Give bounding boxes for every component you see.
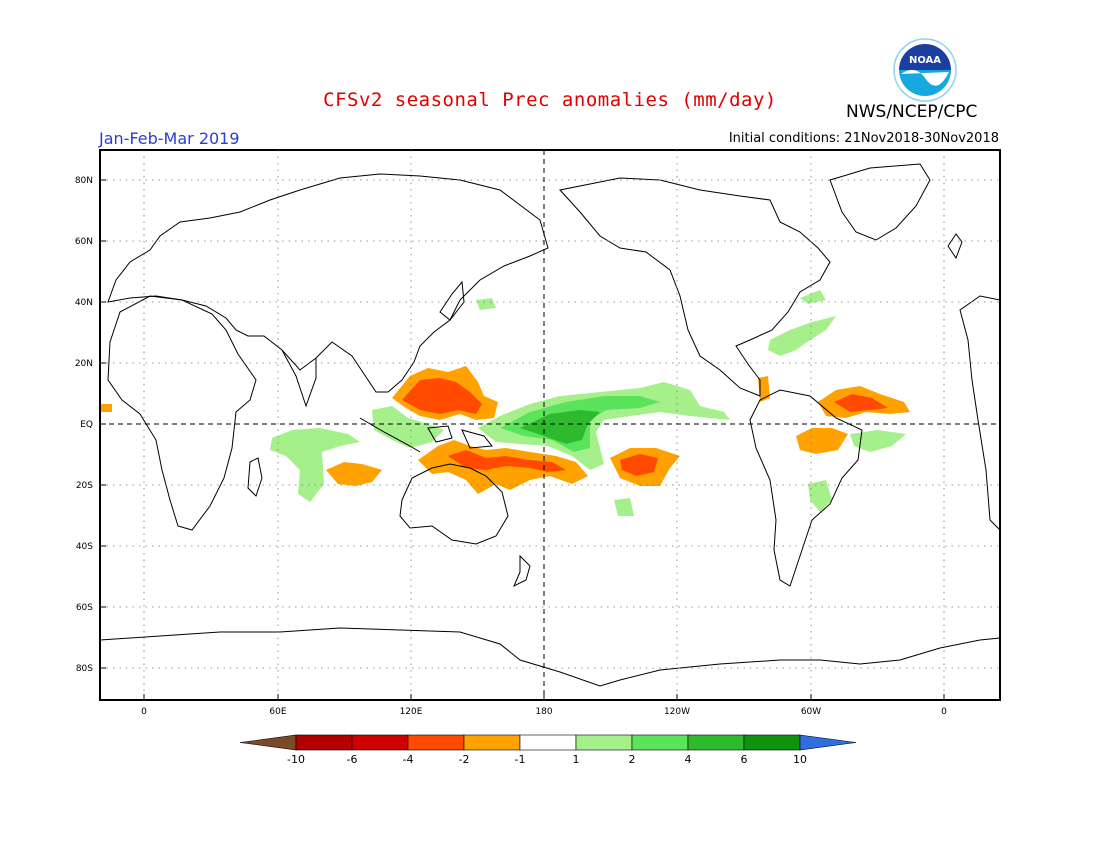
noaa-logo-text: NOAA — [909, 55, 941, 66]
forecast-period: Jan-Feb-Mar 2019 — [99, 129, 240, 148]
coast-new-zealand — [513, 554, 531, 588]
coast-north-america — [559, 177, 831, 397]
coast-south-america — [749, 389, 863, 587]
coast-japan — [439, 280, 465, 321]
anomaly-wet-central-pacific — [478, 382, 730, 470]
anomaly-dry-brazil — [796, 428, 848, 454]
anomaly-dry-philippine-sea-core — [402, 378, 482, 414]
anomaly-wet-atlantic-eq — [850, 430, 906, 452]
lon-label: 60E — [269, 707, 286, 717]
colorbar-cell — [575, 734, 633, 751]
colorbar-cell — [687, 734, 745, 751]
lat-label: 80N — [75, 176, 93, 186]
organization-label: NWS/NCEP/CPC — [846, 102, 978, 122]
coast-eurasia — [107, 173, 549, 393]
lat-label: 80S — [76, 664, 93, 674]
lon-label: 120W — [664, 707, 690, 717]
lon-label: 0 — [141, 707, 147, 717]
anomaly-shading — [100, 290, 910, 516]
initial-conditions: Initial conditions: 21Nov2018-30Nov2018 — [728, 131, 999, 146]
lon-label: 180 — [535, 707, 552, 717]
colorbar-label: -10 — [287, 753, 305, 766]
colorbar-cell — [631, 734, 689, 751]
colorbar-cell — [519, 734, 577, 751]
colorbar-label: -4 — [403, 753, 414, 766]
coast-greenland — [829, 163, 931, 241]
map-frame — [99, 149, 1001, 701]
colorbar-cell — [351, 734, 409, 751]
anomaly-dry-coral-sea-core — [448, 450, 566, 472]
lon-label: 0 — [941, 707, 947, 717]
anomaly-dry-atlantic-core — [834, 394, 888, 412]
coast-madagascar — [247, 457, 263, 497]
coast-india — [281, 349, 317, 408]
anomaly-wet-atlantic-nw — [768, 316, 836, 356]
anomaly-wet-central-pacific-core — [520, 410, 600, 444]
lat-label: 20N — [75, 359, 93, 369]
coast-uk — [947, 233, 963, 260]
lat-label: 60S — [76, 603, 93, 613]
anomaly-dry-colombia — [758, 376, 770, 402]
graticule — [100, 150, 1000, 700]
colorbar-cell — [743, 734, 801, 751]
anomaly-wet-south-america — [808, 480, 832, 512]
lat-label: EQ — [80, 420, 93, 430]
colorbar-label: -1 — [515, 753, 526, 766]
colorbar-cell — [295, 734, 353, 751]
coast-australia — [399, 463, 509, 545]
lat-label: 20S — [76, 481, 93, 491]
colorbar-label: 1 — [573, 753, 580, 766]
anomaly-dry-south-pacific-core — [620, 454, 658, 476]
colorbar-cell — [463, 734, 521, 751]
colorbar-extend-low — [239, 734, 297, 751]
colorbar-label: 2 — [629, 753, 636, 766]
colorbar-label: -6 — [347, 753, 358, 766]
coastlines — [100, 163, 1000, 687]
colorbar-label: 4 — [685, 753, 692, 766]
anomaly-wet-n-pacific — [476, 298, 496, 310]
colorbar: -10 -6 -4 -2 -1 1 2 4 6 10 — [239, 734, 857, 766]
colorbar-extend-high — [799, 734, 857, 751]
anomaly-wet-atlantic-n — [800, 290, 826, 304]
colorbar-cell — [407, 734, 465, 751]
lon-label: 120E — [400, 707, 423, 717]
colorbar-label: 6 — [741, 753, 748, 766]
noaa-logo: NOAA — [893, 38, 957, 102]
colorbar-label: 10 — [793, 753, 807, 766]
anomaly-wet-indian-ocean — [270, 428, 360, 502]
lat-label: 60N — [75, 237, 93, 247]
anomaly-dry-indian-ocean — [326, 462, 382, 486]
coast-africa — [107, 295, 257, 531]
anomaly-wet-south-pacific-sub — [614, 498, 634, 516]
lat-label: 40N — [75, 298, 93, 308]
colorbar-label: -2 — [459, 753, 470, 766]
coast-antarctica — [100, 627, 1000, 687]
anomaly-dry-west-africa — [100, 404, 112, 412]
ticks — [100, 179, 945, 700]
coast-africa-east — [959, 295, 1000, 531]
anomaly-wet-maritime — [372, 406, 444, 448]
coast-indonesia — [359, 417, 493, 453]
map-title: CFSv2 seasonal Prec anomalies (mm/day) — [323, 89, 777, 111]
lon-label: 60W — [801, 707, 821, 717]
lat-label: 40S — [76, 542, 93, 552]
